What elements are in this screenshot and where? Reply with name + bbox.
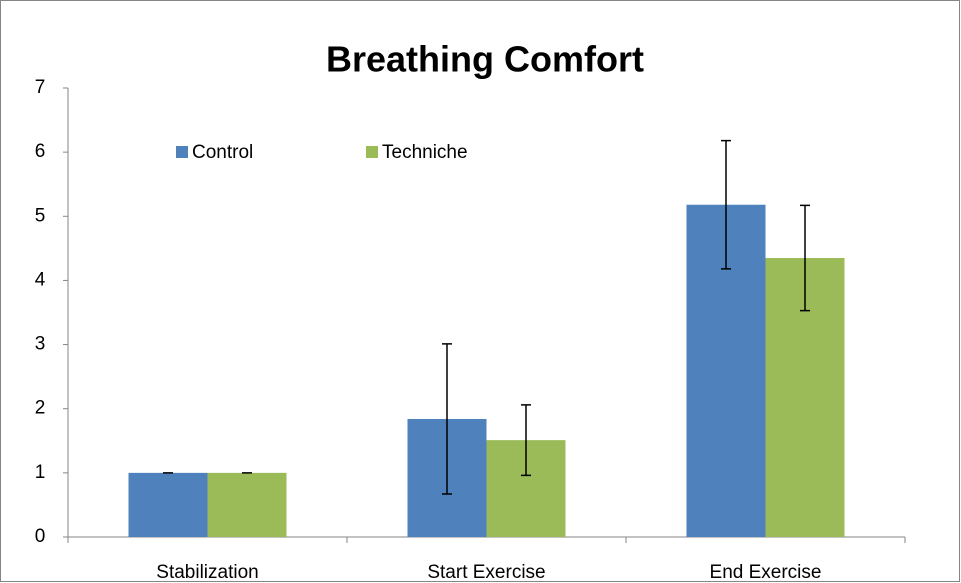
chart-title: Breathing Comfort <box>326 39 644 80</box>
error-bar <box>721 139 731 270</box>
error-bar <box>800 204 810 312</box>
y-tick-label: 3 <box>35 334 46 355</box>
y-tick-label: 4 <box>35 269 46 290</box>
error-bar <box>442 343 452 495</box>
y-tick-label: 0 <box>35 526 46 547</box>
bar <box>207 472 287 537</box>
y-tick-label: 7 <box>35 77 46 98</box>
y-tick-label: 2 <box>35 398 46 419</box>
legend-swatch <box>176 146 188 158</box>
y-tick-label: 6 <box>35 141 46 162</box>
y-tick-label: 5 <box>35 205 46 226</box>
legend-label: Techniche <box>382 142 468 163</box>
bar <box>128 472 208 537</box>
y-tick-label: 1 <box>35 462 46 483</box>
x-tick-label: Stabilization <box>156 562 258 583</box>
x-tick-label: Start Exercise <box>427 562 545 583</box>
legend-swatch <box>366 146 378 158</box>
legend-label: Control <box>192 142 253 163</box>
x-tick-label: End Exercise <box>710 562 822 583</box>
error-bar <box>521 404 531 477</box>
